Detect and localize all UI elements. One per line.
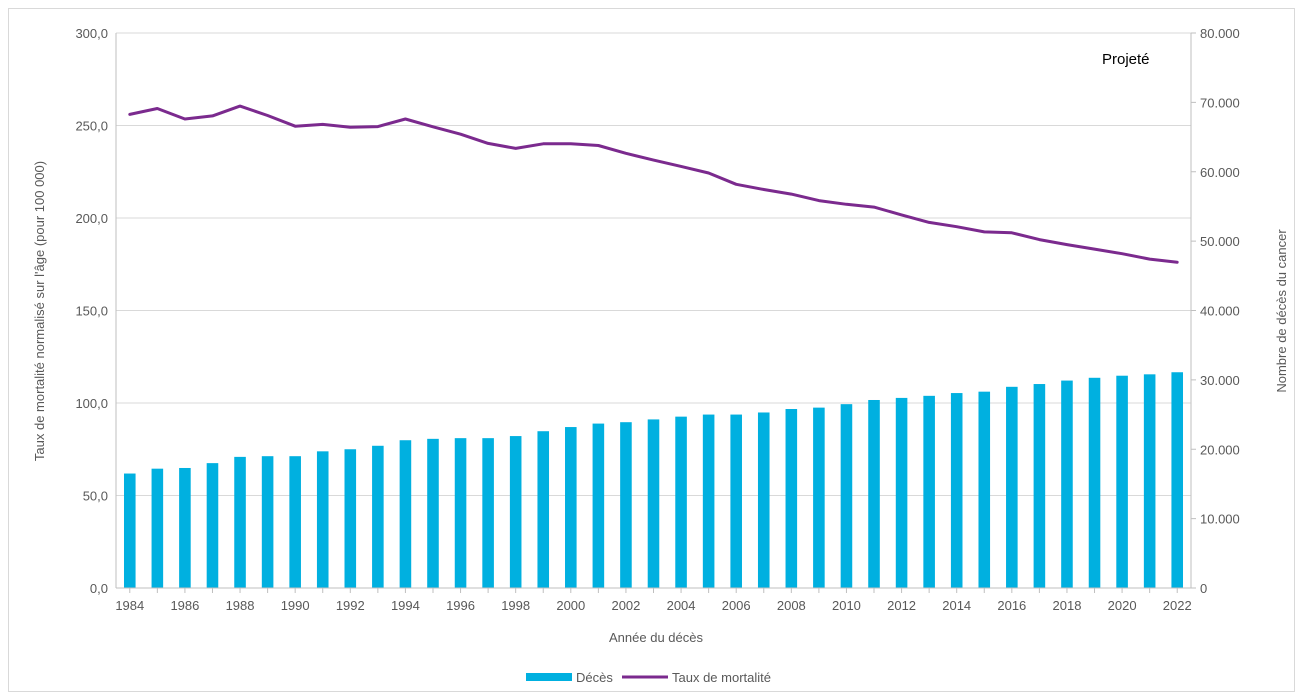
bar-deces bbox=[923, 395, 935, 588]
y-right-tick-label: 0 bbox=[1200, 581, 1207, 596]
bar-deces bbox=[1006, 386, 1018, 588]
chart-frame bbox=[8, 8, 1295, 692]
bar-deces bbox=[344, 449, 357, 588]
bar-deces bbox=[813, 407, 825, 588]
x-tick-label: 2020 bbox=[1108, 598, 1137, 613]
x-tick-label: 2012 bbox=[887, 598, 916, 613]
x-axis-title: Année du décès bbox=[609, 630, 703, 645]
bar-deces bbox=[482, 438, 494, 588]
bar-deces bbox=[978, 391, 991, 588]
x-tick-label: 2006 bbox=[722, 598, 751, 613]
bar-deces bbox=[702, 414, 715, 588]
bar-deces bbox=[261, 456, 274, 588]
axes: 0,0 50,0 100,0 150,0 200,0 250,0 300,0 0 10.000 2… bbox=[75, 26, 1239, 613]
bar-deces bbox=[1061, 380, 1073, 588]
y-left-tick-label: 300,0 bbox=[75, 26, 108, 41]
y-left-tick-label: 100,0 bbox=[75, 396, 108, 411]
y-right-tick-label: 60.000 bbox=[1200, 165, 1240, 180]
bar-deces bbox=[427, 438, 439, 588]
y-axis-left-title: Taux de mortalité normalisé sur l'âge (p… bbox=[32, 161, 47, 461]
x-tick-label: 1988 bbox=[226, 598, 255, 613]
bar-deces bbox=[592, 423, 605, 588]
bar-deces bbox=[206, 463, 219, 588]
y-right-tick-label: 40.000 bbox=[1200, 304, 1240, 319]
y-right-tick-label: 80.000 bbox=[1200, 26, 1240, 41]
bar-deces bbox=[454, 438, 467, 588]
bar-deces bbox=[675, 416, 687, 588]
legend-label-deces: Décès bbox=[576, 670, 613, 685]
y-left-tick-label: 200,0 bbox=[75, 211, 108, 226]
bar-deces bbox=[537, 431, 550, 588]
y-left-tick-label: 150,0 bbox=[75, 304, 108, 319]
bar-deces bbox=[399, 440, 412, 588]
x-tick-label: 2002 bbox=[611, 598, 640, 613]
y-right-tick-label: 50.000 bbox=[1200, 234, 1240, 249]
x-tick-label: 2022 bbox=[1163, 598, 1192, 613]
y-right-tick-label: 10.000 bbox=[1200, 512, 1240, 527]
bar-deces bbox=[647, 419, 660, 588]
x-tick-label: 2010 bbox=[832, 598, 861, 613]
legend: Décès Taux de mortalité bbox=[526, 670, 771, 685]
bar-deces bbox=[1088, 377, 1101, 588]
y-left-tick-label: 50,0 bbox=[83, 489, 108, 504]
x-tick-label: 1994 bbox=[391, 598, 420, 613]
bar-deces bbox=[565, 427, 577, 588]
legend-swatch-deces bbox=[526, 673, 572, 681]
x-tick-label: 2000 bbox=[556, 598, 585, 613]
y-right-tick-label: 30.000 bbox=[1200, 373, 1240, 388]
bar-deces bbox=[1143, 374, 1156, 588]
bar-deces bbox=[840, 404, 853, 588]
bar-deces bbox=[895, 397, 908, 588]
x-tick-label: 2014 bbox=[942, 598, 971, 613]
bar-deces bbox=[509, 436, 522, 588]
x-tick-label: 2004 bbox=[667, 598, 696, 613]
bar-series-deces bbox=[123, 372, 1184, 588]
x-tick-label: 1990 bbox=[281, 598, 310, 613]
bar-deces bbox=[151, 468, 164, 588]
y-left-tick-label: 0,0 bbox=[90, 581, 108, 596]
bar-deces bbox=[316, 451, 329, 588]
legend-label-taux: Taux de mortalité bbox=[672, 670, 771, 685]
y-right-tick-label: 70.000 bbox=[1200, 95, 1240, 110]
y-left-tick-label: 250,0 bbox=[75, 119, 108, 134]
bar-deces bbox=[730, 414, 742, 588]
bar-deces bbox=[1116, 375, 1128, 588]
y-right-tick-label: 20.000 bbox=[1200, 442, 1240, 457]
bar-deces bbox=[1033, 384, 1046, 588]
bar-deces bbox=[785, 409, 798, 588]
bar-deces bbox=[868, 399, 880, 588]
bar-deces bbox=[179, 467, 191, 588]
bar-deces bbox=[372, 445, 384, 588]
x-tick-label: 1992 bbox=[336, 598, 365, 613]
bar-deces bbox=[620, 422, 632, 588]
line-taux-de-mortalite bbox=[128, 104, 1179, 264]
x-tick-label: 1996 bbox=[446, 598, 475, 613]
bar-deces bbox=[1171, 372, 1184, 588]
x-tick-label: 1986 bbox=[170, 598, 199, 613]
x-tick-label: 2016 bbox=[997, 598, 1026, 613]
bar-deces bbox=[950, 393, 963, 588]
x-tick-label: 2018 bbox=[1053, 598, 1082, 613]
x-tick-label: 1998 bbox=[501, 598, 530, 613]
x-tick-label: 2008 bbox=[777, 598, 806, 613]
bar-deces bbox=[757, 412, 770, 588]
x-tick-label: 1984 bbox=[115, 598, 144, 613]
bar-deces bbox=[234, 456, 246, 588]
line-series-taux bbox=[128, 104, 1179, 264]
y-axis-right-title: Nombre de décès du cancer bbox=[1274, 229, 1289, 393]
bar-deces bbox=[289, 456, 301, 588]
annotation-projete: Projeté bbox=[1102, 51, 1150, 68]
bar-deces bbox=[123, 473, 136, 588]
